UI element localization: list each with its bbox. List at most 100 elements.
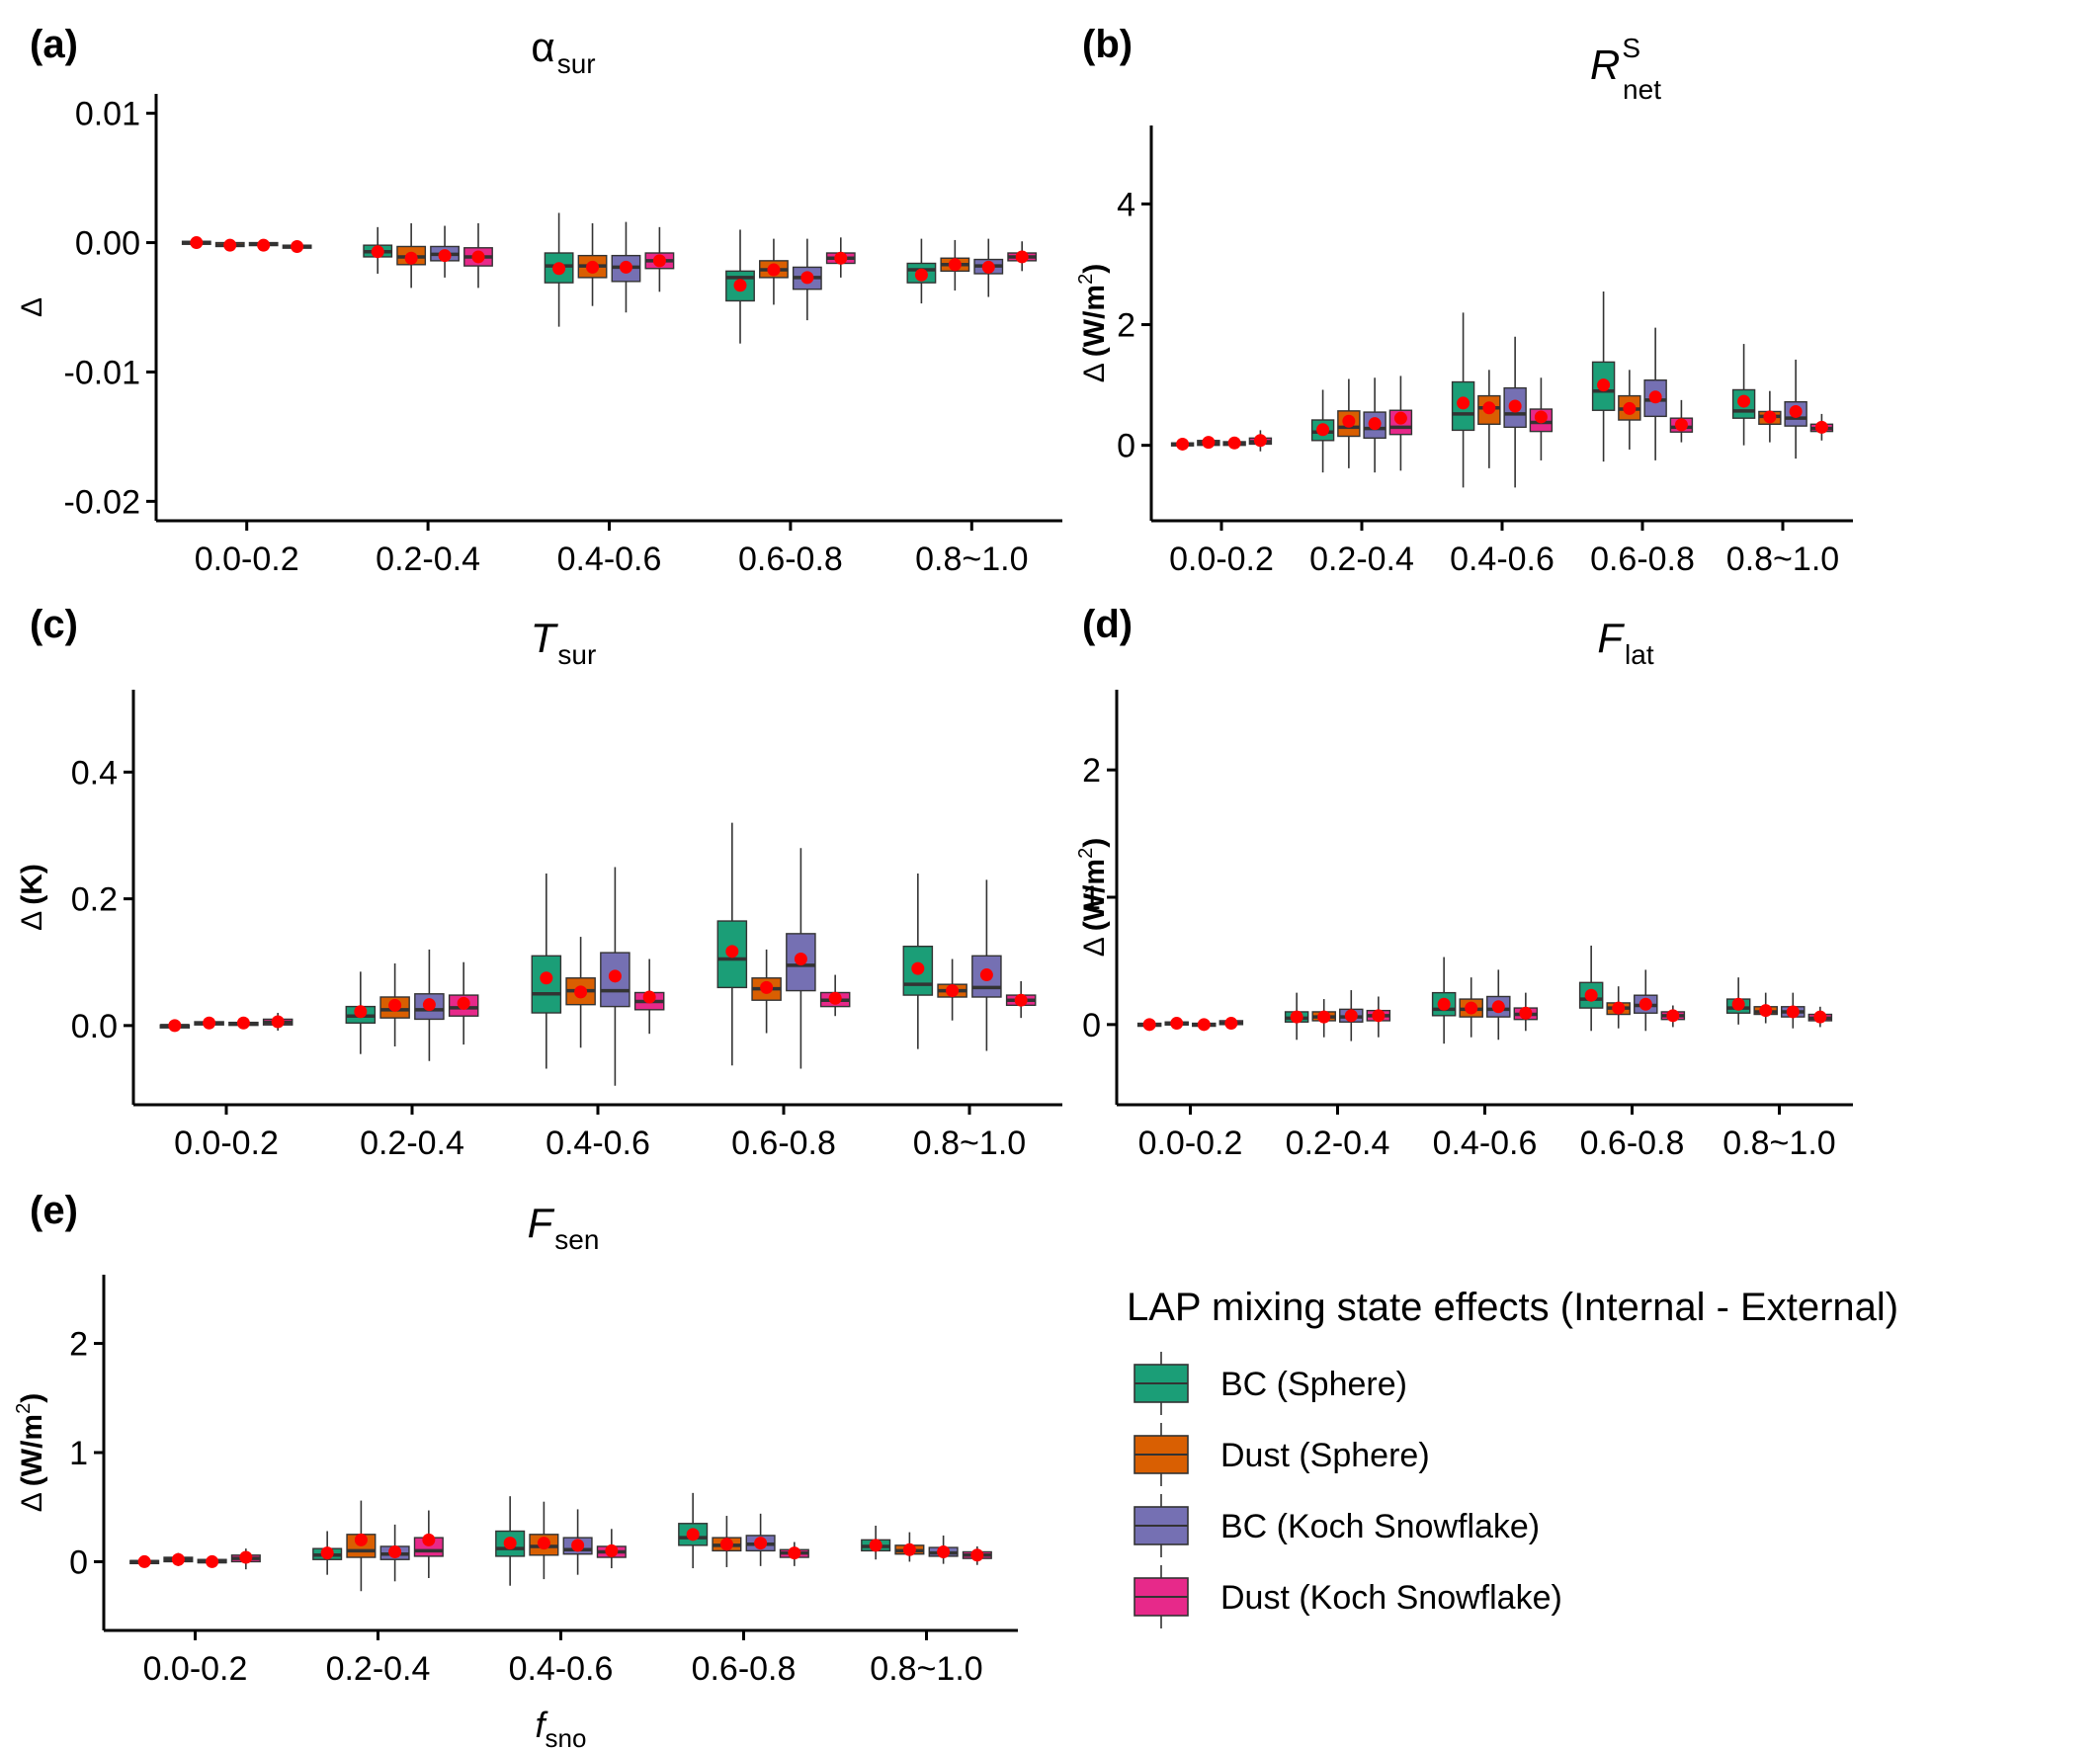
mean-marker (937, 1544, 951, 1558)
legend-label: BC (Koch Snowflake) (1220, 1508, 1540, 1545)
title-main: R (1590, 42, 1620, 88)
mean-marker (642, 990, 656, 1004)
mean-marker (438, 249, 452, 263)
mean-marker (1813, 1010, 1827, 1024)
box-3-0 (262, 1013, 294, 1031)
mean-marker (725, 945, 739, 958)
mean-marker (471, 250, 485, 264)
mean-marker (652, 254, 666, 268)
mean-marker (236, 1016, 250, 1030)
mean-marker (686, 1528, 700, 1542)
box-1-1 (346, 1500, 377, 1592)
box-3-3 (779, 1542, 809, 1566)
box-0-1 (1310, 389, 1335, 473)
legend-items: BC (Sphere) Dust (Sphere) BC (Koch Snowfla… (1134, 1352, 1562, 1628)
mean-marker (794, 953, 807, 966)
box-1-3 (1606, 986, 1631, 1029)
box-1-4 (937, 958, 967, 1021)
box-3-1 (413, 1510, 444, 1578)
box-2-4 (1781, 992, 1806, 1029)
legend-title: LAP mixing state effects (Internal - Ext… (1127, 1286, 1898, 1329)
legend-label: BC (Sphere) (1220, 1366, 1407, 1403)
box-1-3 (712, 1516, 742, 1567)
y-label-tail: ) (1078, 838, 1111, 848)
title-main: F (528, 1200, 555, 1246)
mean-marker (1674, 418, 1688, 432)
y-label-unit: (W/m (1078, 285, 1111, 357)
x-tick-label: 0.8~1.0 (913, 1125, 1026, 1162)
mean-marker (552, 262, 566, 276)
panel-title: αsur (531, 24, 595, 79)
box-0-2 (1431, 957, 1457, 1044)
mean-marker (754, 1537, 768, 1550)
y-tick-label: -0.02 (64, 483, 141, 521)
box-0-3 (1578, 945, 1604, 1032)
panel-b: (b) RS net Δ (W/m2) 0 2 4 0.0-0.2 0.2-0.4 0.4-0.6 0… (1075, 23, 1853, 578)
title-sub: sen (554, 1224, 599, 1255)
box-3-3 (1660, 1005, 1686, 1028)
y-tick-label: 0.4 (71, 754, 118, 792)
box-1-2 (1477, 370, 1501, 468)
box-0-4 (861, 1525, 891, 1560)
x-tick-label: 0.6-0.8 (738, 541, 843, 578)
x-tick-label: 0.6-0.8 (692, 1650, 797, 1688)
title-sub: sur (557, 639, 596, 670)
mean-marker (1482, 401, 1496, 415)
box-0-2 (1451, 312, 1475, 488)
x-tick-label: 0.6-0.8 (731, 1125, 836, 1162)
box-2-4 (928, 1535, 959, 1564)
box-2-3 (1634, 969, 1658, 1032)
box-1-1 (1337, 378, 1361, 468)
mean-marker (1170, 1017, 1184, 1031)
x-tick-label: 0.8~1.0 (870, 1650, 982, 1688)
y-tick-label: 0.01 (75, 96, 140, 133)
y-label-unit: (W/m (1078, 859, 1111, 931)
x-tick-label: 0.2-0.4 (376, 541, 480, 578)
box-0-1 (363, 226, 393, 274)
box-0-1 (1284, 992, 1309, 1041)
box-3-4 (1005, 980, 1037, 1019)
box-0-0 (181, 236, 211, 250)
x-label-sub: sno (546, 1723, 587, 1750)
box-2-0 (1222, 436, 1246, 450)
mean-marker (1612, 1001, 1626, 1015)
mean-marker (1197, 1018, 1211, 1032)
mean-marker (800, 271, 814, 285)
box-2-2 (600, 867, 630, 1086)
panel-tag: (b) (1082, 23, 1133, 66)
mean-marker (1597, 378, 1611, 392)
mean-marker (257, 238, 271, 252)
mean-marker (733, 279, 747, 292)
legend-label: Dust (Koch Snowflake) (1220, 1579, 1562, 1617)
box-3-2 (644, 226, 675, 292)
mean-marker (1457, 396, 1470, 410)
mean-marker (354, 1533, 368, 1546)
box-3-4 (1807, 1006, 1833, 1028)
x-tick-label: 0.0-0.2 (195, 541, 299, 578)
y-label-symbol: Δ (16, 911, 48, 931)
mean-marker (760, 980, 774, 994)
mean-marker (1342, 414, 1356, 428)
box-1-0 (214, 238, 245, 252)
mean-marker (168, 1019, 182, 1033)
y-label-tail: ) (1078, 264, 1111, 274)
mean-marker (137, 1554, 151, 1568)
box-1-0 (1197, 436, 1220, 450)
mean-marker (171, 1552, 185, 1566)
panel-title: Flat (1597, 615, 1653, 670)
mean-marker (828, 991, 842, 1005)
box-3-2 (1513, 992, 1539, 1032)
mean-marker (1393, 411, 1407, 425)
box-0-0 (129, 1554, 160, 1568)
box-0-4 (906, 238, 937, 304)
x-tick-label: 0.8~1.0 (1722, 1125, 1835, 1162)
y-tick-label: 0.0 (71, 1008, 118, 1045)
y-tick-label: 0 (69, 1543, 88, 1581)
y-tick-label: 0 (1082, 1007, 1101, 1044)
mean-marker (571, 1539, 585, 1552)
x-tick-label: 0.4-0.6 (1433, 1125, 1538, 1162)
box-0-1 (345, 971, 377, 1054)
box-1-1 (396, 222, 427, 289)
box-0-3 (725, 229, 755, 344)
mean-marker (1290, 1010, 1303, 1024)
